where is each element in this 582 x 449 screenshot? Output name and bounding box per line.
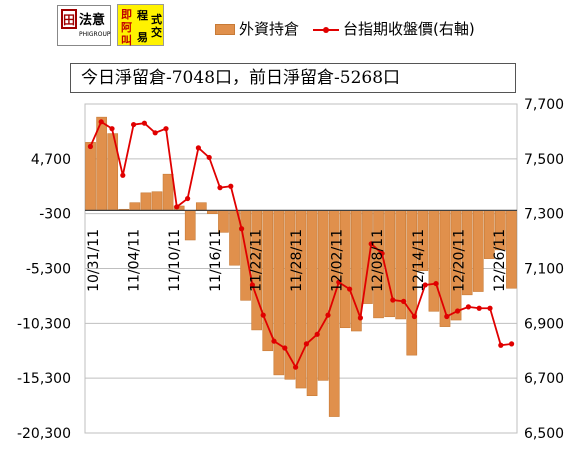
price-point [185,195,191,202]
price-point [325,312,331,318]
bar-mark [162,173,174,211]
price-point [368,241,374,247]
left-axis-tick-label: -5,300 [26,262,71,278]
chart-legend: 外資持倉 台指期收盤價(右軸) [215,18,475,39]
price-point [195,145,201,151]
right-axis-tick-label: 7,500 [524,152,564,168]
right-axis-tick-label: 7,300 [524,207,564,223]
logo-char: 交 [151,26,162,39]
price-point [249,282,255,288]
bar-mark [273,210,285,376]
price-point [347,286,353,292]
price-point [260,312,266,318]
price-point [401,298,407,304]
price-point [163,126,169,132]
bar-mark [351,210,362,332]
position-summary-banner: 今日淨留倉-7048口，前日淨留倉-5268口 [70,63,516,93]
price-point [303,341,309,347]
bar-mark [151,191,163,211]
price-point [476,305,482,311]
bar-mark [472,210,484,292]
phigroup-logo: 田 法意 PHIGROUP [57,5,111,46]
price-point [357,315,363,321]
right-axis-tick-label: 7,700 [524,97,564,113]
price-point [293,364,299,370]
left-axis-tick-label: 4,700 [31,152,71,168]
logo-char: 易 [137,31,148,44]
left-axis-tick-label: -20,300 [17,426,71,442]
price-point [174,204,180,210]
bar-mark [306,210,318,397]
legend-line-label: 台指期收盤價(右軸) [343,20,475,38]
x-axis-tick-label: 12/02/11 [330,229,346,292]
left-axis-tick-label: -15,300 [17,371,71,387]
price-point [141,120,147,126]
price-point [239,226,245,232]
price-point [206,154,212,161]
x-axis-tick-label: 10/31/11 [86,229,102,292]
price-point [282,345,288,351]
price-point [487,305,493,311]
price-point [444,313,450,320]
price-line [89,120,512,370]
bar-mark [85,142,96,211]
right-axis-tick-label: 6,700 [524,371,564,387]
legend-bar-label: 外資持倉 [239,20,300,38]
price-point [336,279,342,285]
price-point [465,304,471,310]
program-trading-logo: 即 程 式 阿 交 易 叫 [117,4,164,47]
price-point [455,308,461,314]
left-axis-tick-label: -300 [39,207,71,223]
price-point [98,119,104,125]
phigroup-logo-name: 法意 [79,13,106,28]
price-point [87,143,93,150]
x-axis-tick-label: 11/10/11 [167,229,183,292]
price-point [422,282,428,288]
price-point [509,341,515,347]
x-axis-tick-label: 12/14/11 [411,229,427,292]
bar-mark [129,202,141,211]
price-point [411,313,417,320]
right-axis-tick-label: 6,500 [524,426,564,442]
logo-char: 阿 [121,21,132,34]
x-axis-tick-label: 11/22/11 [248,229,264,292]
x-axis-tick-label: 12/08/11 [370,229,386,292]
bar-mark [428,210,440,312]
price-point [390,297,396,303]
x-axis-tick-label: 12/20/11 [451,229,467,292]
legend-bar-swatch [215,24,235,35]
bar-mark [184,210,196,241]
bar-mark [140,192,152,211]
price-point [433,280,439,287]
x-axis-tick-label: 11/16/11 [208,229,224,292]
x-axis-tick-label: 11/04/11 [127,229,143,292]
right-axis-tick-label: 6,900 [524,316,564,332]
bar-mark [195,202,207,211]
logo-char: 即 [121,8,132,21]
bar-mark [229,210,240,266]
price-point [152,130,158,136]
price-point [314,331,320,337]
price-point [109,126,115,132]
bar-mark [317,210,329,381]
price-point [379,250,385,257]
price-point [217,185,223,191]
logo-char: 式 [151,13,162,26]
price-point [131,121,137,128]
price-point [498,342,504,348]
phigroup-logo-glyph: 田 [61,9,77,29]
price-point [120,172,126,178]
x-axis-tick-label: 12/26/11 [492,229,508,292]
price-point [271,338,277,344]
logo-char: 叫 [121,34,132,47]
logo-char: 程 [137,9,148,22]
price-point [228,183,234,189]
legend-line-swatch [313,26,340,33]
right-axis-tick-label: 7,100 [524,262,564,278]
x-axis-tick-label: 11/28/11 [289,229,305,292]
left-axis-tick-label: -10,300 [17,316,71,332]
phigroup-logo-sub: PHIGROUP [79,31,111,38]
